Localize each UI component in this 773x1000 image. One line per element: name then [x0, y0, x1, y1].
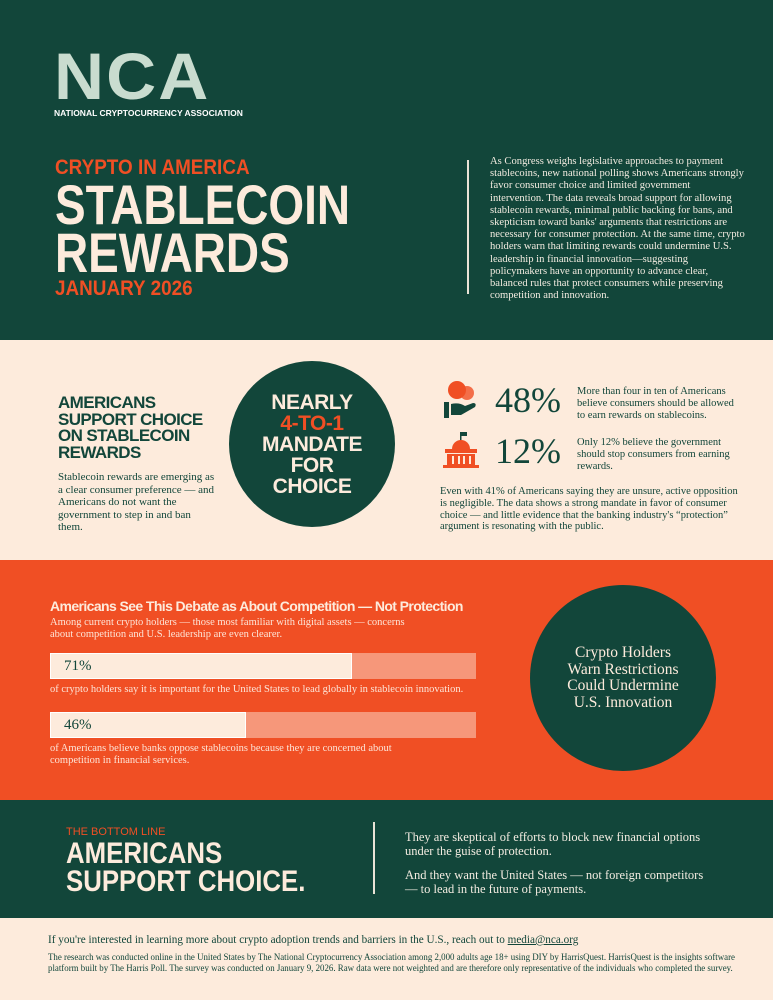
- progress-bar: 71%: [50, 653, 476, 679]
- divider: [467, 160, 469, 294]
- logo-mark: NCA: [54, 39, 211, 113]
- mandate-ratio: 4-TO-1: [280, 411, 344, 435]
- mandate-line: NEARLY: [271, 390, 353, 414]
- kicker: CRYPTO IN AMERICA: [55, 156, 250, 179]
- stat-value: 48%: [495, 380, 561, 420]
- mandate-line: CHOICE: [272, 474, 352, 498]
- bottom-p2: And they want the United States — not fo…: [405, 868, 704, 896]
- progress-bar-fill: [50, 653, 353, 679]
- bottom-title-1: AMERICANS: [66, 837, 223, 870]
- mandate-line: FOR: [290, 453, 334, 477]
- competition-section: Americans See This Debate as About Compe…: [0, 560, 773, 800]
- divider: [373, 822, 375, 894]
- competition-sub: Among current crypto holders — those mos…: [50, 617, 405, 640]
- stat-text: Only 12% believe the government should s…: [577, 437, 730, 472]
- progress-bar: 46%: [50, 712, 476, 738]
- competition-heading: Americans See This Debate as About Compe…: [50, 598, 463, 614]
- bar-caption: of crypto holders say it is important fo…: [50, 684, 464, 695]
- stat-text: More than four in ten of Americans belie…: [577, 386, 734, 421]
- progress-bar-fill: [50, 712, 246, 738]
- intro-text: As Congress weighs legislative approache…: [490, 156, 745, 302]
- email-link[interactable]: media@nca.org: [507, 934, 579, 946]
- bar-label: 46%: [64, 717, 92, 733]
- title-line-2: REWARDS: [55, 221, 290, 284]
- choice-body: Stablecoin rewards are emerging as a cle…: [58, 471, 215, 533]
- hand-coin-icon: [444, 381, 476, 418]
- header-section: NCA NATIONAL CRYPTOCURRENCY ASSOCIATION …: [0, 0, 773, 340]
- methodology: The research was conducted online in the…: [48, 952, 735, 973]
- stat-value: 12%: [495, 431, 561, 471]
- mandate-line: MANDATE: [262, 432, 362, 456]
- contact-text: If you're interested in learning more ab…: [48, 934, 508, 946]
- date: JANUARY 2026: [55, 277, 193, 300]
- footer: If you're interested in learning more ab…: [0, 918, 773, 1000]
- contact-line: If you're interested in learning more ab…: [48, 933, 578, 947]
- bottom-p1: They are skeptical of efforts to block n…: [405, 830, 701, 858]
- warning-circle: Crypto Holders Warn Restrictions Could U…: [530, 585, 716, 771]
- choice-note: Even with 41% of Americans saying they a…: [440, 486, 738, 533]
- nca-logo: NCA NATIONAL CRYPTOCURRENCY ASSOCIATION: [54, 43, 243, 118]
- bar-caption: of Americans believe banks oppose stable…: [50, 743, 392, 766]
- bottom-line-section: THE BOTTOM LINE AMERICANS SUPPORT CHOICE…: [0, 800, 773, 918]
- bar-label: 71%: [64, 658, 92, 674]
- logo-org-name: NATIONAL CRYPTOCURRENCY ASSOCIATION: [54, 108, 243, 118]
- mandate-circle: NEARLY 4-TO-1 MANDATE FOR CHOICE: [229, 361, 395, 527]
- government-building-icon: [443, 432, 479, 468]
- choice-section: AMERICANS SUPPORT CHOICE ON STABLECOIN R…: [0, 340, 773, 560]
- bottom-kicker: THE BOTTOM LINE: [66, 826, 166, 838]
- bottom-title-2: SUPPORT CHOICE.: [66, 865, 306, 898]
- choice-heading: AMERICANS SUPPORT CHOICE ON STABLECOIN R…: [58, 393, 203, 462]
- title-line-1: STABLECOIN: [55, 173, 351, 236]
